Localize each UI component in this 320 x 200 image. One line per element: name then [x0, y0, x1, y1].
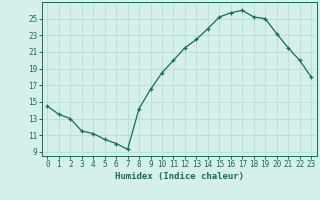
X-axis label: Humidex (Indice chaleur): Humidex (Indice chaleur) — [115, 172, 244, 181]
